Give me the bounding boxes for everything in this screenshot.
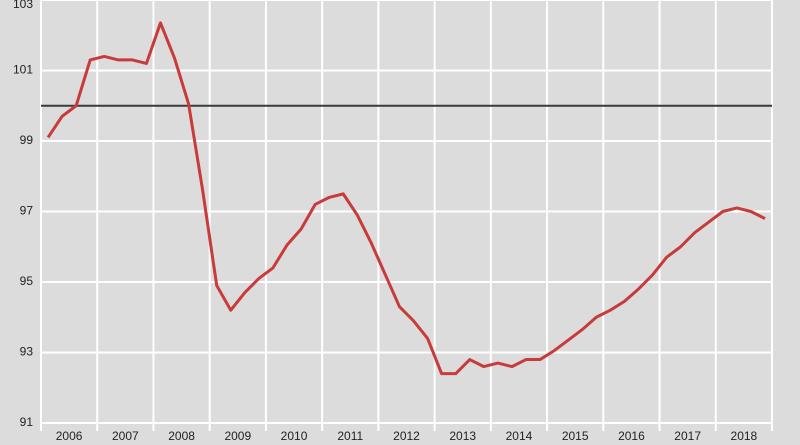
x-tick-label: 2010 [281, 429, 308, 443]
data-line [46, 21, 766, 376]
y-tick-label: 91 [20, 415, 34, 429]
x-tick-label: 2013 [449, 429, 476, 443]
x-tick-label: 2007 [112, 429, 139, 443]
x-tick-label: 2014 [506, 429, 533, 443]
x-tick-label: 2009 [224, 429, 251, 443]
y-tick-label: 99 [20, 133, 34, 147]
x-tick-label: 2006 [56, 429, 83, 443]
x-tick-label: 2016 [618, 429, 645, 443]
x-tick-label: 2011 [337, 429, 363, 443]
x-tick-label: 2017 [674, 429, 701, 443]
x-tick-label: 2012 [393, 429, 420, 443]
y-tick-label: 95 [20, 274, 34, 288]
x-tick-label: 2015 [562, 429, 589, 443]
y-tick-label: 103 [13, 0, 33, 11]
x-tick-label: 2008 [168, 429, 195, 443]
y-tick-label: 97 [20, 204, 34, 218]
y-tick-label: 101 [13, 63, 33, 77]
x-tick-label: 2018 [731, 429, 758, 443]
y-tick-label: 93 [20, 345, 34, 359]
